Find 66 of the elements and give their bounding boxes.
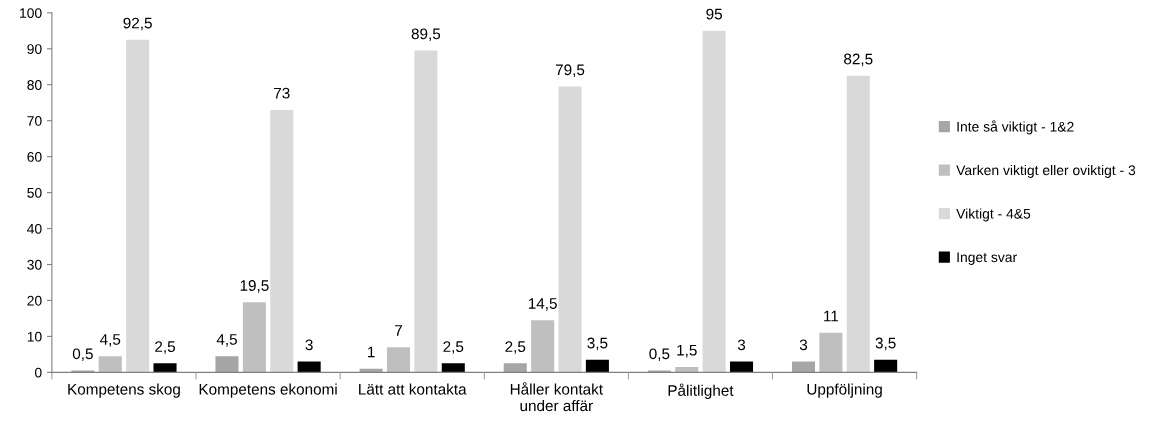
y-tick-label: 60	[27, 151, 42, 162]
data-label: 11	[824, 310, 839, 322]
data-label: 3,5	[875, 337, 896, 351]
y-tick-label: 10	[27, 331, 42, 342]
data-label: 95	[706, 8, 722, 20]
x-tick-label: Håller kontakt under affär	[510, 382, 603, 412]
bar	[153, 363, 177, 373]
bar	[270, 109, 294, 373]
data-label: 73	[274, 87, 290, 99]
data-label: 4,5	[216, 334, 237, 347]
data-label: 3,5	[587, 337, 608, 351]
bar	[846, 75, 870, 373]
legend-label: Varken viktigt eller oviktigt - 3	[956, 164, 1136, 178]
legend-label: Inte så viktigt - 1&2	[957, 120, 1074, 135]
data-label: 82,5	[844, 53, 873, 67]
bar	[585, 359, 609, 373]
legend-label: Viktigt - 4&5	[956, 208, 1031, 222]
x-tick-label: Lätt att kontakta	[359, 383, 467, 395]
y-tick-label: 90	[27, 44, 42, 54]
bar	[874, 359, 898, 373]
data-label: 3	[799, 339, 808, 351]
data-label: 92,5	[123, 17, 152, 31]
bar	[414, 50, 438, 373]
y-tick-label: 80	[27, 80, 42, 90]
data-label: 4,5	[99, 334, 121, 347]
legend-label: Inget svar	[957, 252, 1017, 265]
data-label: 0,5	[649, 348, 670, 362]
data-label: 89,5	[411, 28, 441, 42]
x-tick-label: Uppföljning	[807, 383, 882, 398]
data-label: 14,5	[528, 298, 557, 311]
bar	[297, 361, 321, 373]
bar	[531, 320, 555, 373]
bar	[215, 356, 239, 373]
bar	[558, 86, 582, 373]
data-label: 7	[395, 325, 402, 336]
bar	[242, 302, 266, 373]
x-tick-label: Pålitlighet	[668, 383, 734, 399]
data-label: 2,5	[155, 341, 175, 354]
data-label: 1	[368, 346, 375, 358]
x-tick-label: Kompetens ekonomi	[199, 383, 337, 398]
bar	[386, 347, 411, 373]
data-label: 2,5	[505, 341, 526, 354]
bar	[126, 39, 150, 373]
bar	[675, 366, 699, 373]
data-label: 19,5	[240, 280, 269, 293]
bar	[819, 332, 843, 373]
bar	[441, 363, 465, 373]
y-tick-label: 20	[27, 295, 42, 306]
y-tick-label: 0	[34, 367, 42, 378]
bar	[503, 363, 527, 373]
data-label: 79,5	[555, 64, 585, 77]
data-label: 2,5	[443, 341, 464, 354]
y-tick-label: 30	[27, 259, 42, 270]
y-tick-label: 100	[20, 8, 42, 19]
x-tick-label: Kompetens skog	[68, 383, 180, 398]
data-label: 3	[737, 339, 746, 351]
bar	[98, 356, 122, 373]
y-tick-label: 70	[27, 116, 42, 126]
data-label: 3	[305, 339, 313, 351]
data-label: 0,5	[72, 348, 93, 362]
bar	[791, 361, 816, 373]
bar	[729, 361, 754, 373]
y-tick-label: 40	[27, 223, 42, 234]
y-tick-label: 50	[27, 187, 42, 198]
data-label: 1,5	[677, 344, 697, 358]
bar	[702, 30, 726, 373]
